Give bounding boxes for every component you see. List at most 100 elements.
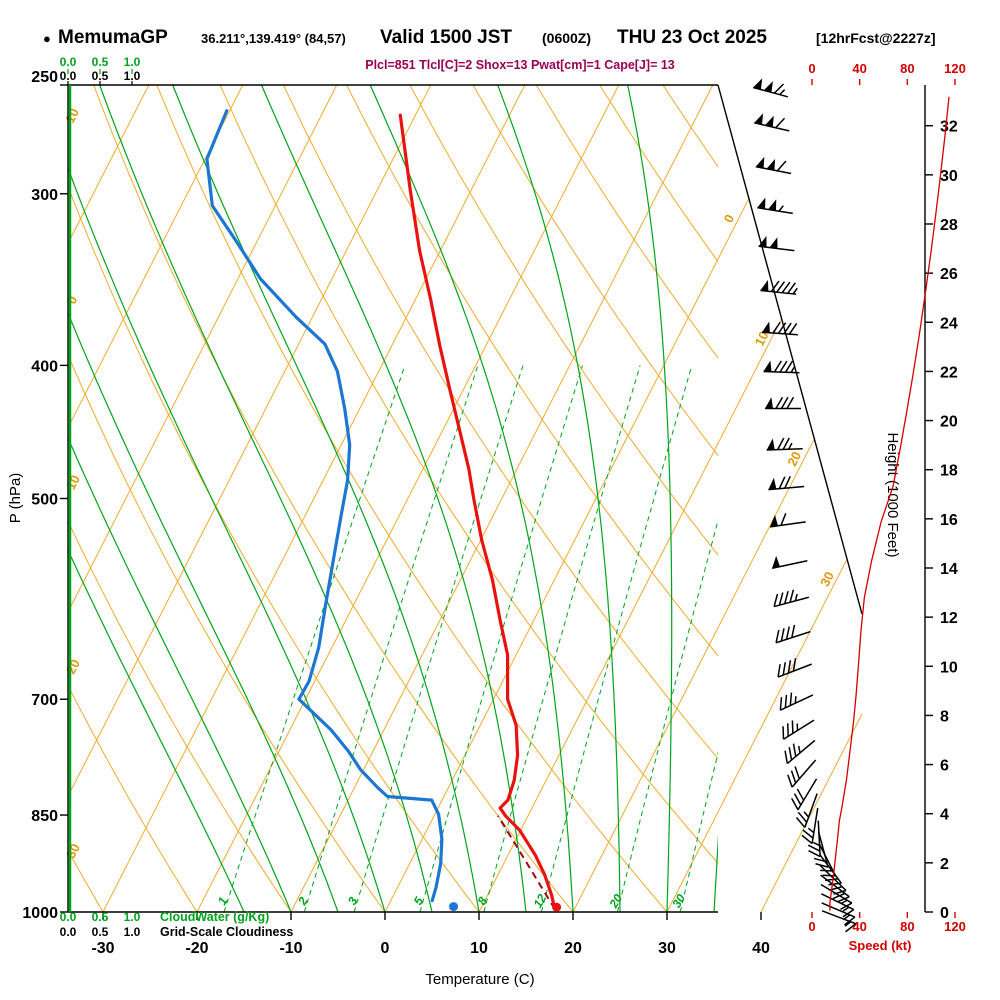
svg-text:0.0: 0.0 (60, 55, 77, 69)
svg-text:1: 1 (215, 894, 231, 907)
svg-text:26: 26 (940, 266, 958, 283)
svg-text:1.0: 1.0 (124, 55, 141, 69)
svg-text:0.5: 0.5 (92, 55, 109, 69)
parcel-path-line (497, 815, 556, 910)
svg-text:32: 32 (940, 119, 958, 136)
svg-text:30: 30 (817, 569, 837, 589)
svg-text:0.5: 0.5 (92, 925, 109, 939)
svg-text:10: 10 (940, 659, 958, 676)
svg-text:12: 12 (940, 610, 958, 627)
svg-text:0.0: 0.0 (60, 910, 77, 924)
svg-text:22: 22 (940, 364, 958, 381)
svg-text:Temperature (C): Temperature (C) (425, 971, 534, 988)
surface-dew-dot (449, 902, 459, 912)
svg-text:850: 850 (31, 808, 58, 825)
svg-text:0.0: 0.0 (60, 69, 77, 83)
svg-text:P (hPa): P (hPa) (7, 473, 24, 524)
cloud-scales: 0.00.00.00.00.50.50.50.51.01.01.01.0Clou… (60, 55, 294, 939)
station-marker-icon: ● (43, 31, 51, 46)
plot-border (67, 84, 863, 913)
svg-text:8: 8 (940, 708, 949, 725)
svg-text:-10: -10 (61, 472, 83, 496)
svg-text:20: 20 (606, 891, 625, 911)
temperature-axis: -30 -20 -10 0 10 20 30 40 Temperature (C) (91, 912, 770, 988)
speed-profile-line (829, 96, 950, 911)
svg-text:24: 24 (940, 315, 958, 332)
surface-dots (449, 902, 562, 912)
station-name: MemumaGP (58, 27, 168, 48)
svg-text:0: 0 (940, 905, 949, 922)
svg-text:Height (1000 Feet): Height (1000 Feet) (884, 432, 901, 557)
svg-text:20: 20 (784, 449, 804, 469)
svg-text:16: 16 (940, 512, 958, 529)
svg-text:500: 500 (31, 492, 58, 509)
svg-text:6: 6 (940, 758, 949, 775)
svg-text:1.0: 1.0 (124, 69, 141, 83)
svg-text:1000: 1000 (22, 905, 58, 922)
svg-text:0.5: 0.5 (92, 69, 109, 83)
svg-text:10: 10 (470, 940, 488, 957)
svg-text:80: 80 (900, 61, 914, 76)
svg-text:3: 3 (345, 894, 361, 907)
svg-text:-20: -20 (185, 940, 208, 957)
svg-text:Speed (kt): Speed (kt) (849, 938, 912, 953)
valid-date: THU 23 Oct 2025 (617, 27, 767, 48)
svg-text:8: 8 (475, 894, 491, 907)
svg-text:2: 2 (295, 894, 311, 908)
svg-text:0: 0 (721, 212, 738, 225)
svg-text:4: 4 (940, 807, 949, 824)
svg-text:-10: -10 (279, 940, 302, 957)
svg-text:30: 30 (658, 940, 676, 957)
svg-text:80: 80 (900, 919, 914, 934)
mixing-ratio-lines (223, 365, 718, 912)
svg-text:0.0: 0.0 (60, 925, 77, 939)
dewpoint-profile-line (205, 109, 444, 903)
svg-text:250: 250 (31, 69, 58, 86)
wind-barbs (752, 78, 857, 933)
moist-adiabats (68, 85, 718, 912)
svg-text:30: 30 (940, 168, 958, 185)
valid-utc: (0600Z) (542, 30, 592, 46)
surface-temp-dot (552, 902, 562, 912)
svg-text:10: 10 (62, 106, 82, 126)
svg-text:0: 0 (381, 940, 390, 957)
svg-text:0.5: 0.5 (92, 910, 109, 924)
svg-text:400: 400 (31, 358, 58, 375)
svg-text:30: 30 (669, 891, 688, 910)
svg-text:20: 20 (940, 414, 958, 431)
svg-text:12: 12 (531, 891, 550, 910)
svg-text:14: 14 (940, 561, 958, 578)
svg-text:1.0: 1.0 (124, 925, 141, 939)
svg-text:0: 0 (808, 61, 815, 76)
svg-text:Grid-Scale Cloudiness: Grid-Scale Cloudiness (160, 925, 293, 939)
station-coords: 36.211°,139.419° (84,57) (201, 31, 346, 46)
svg-text:-30: -30 (61, 841, 83, 865)
svg-text:40: 40 (852, 61, 866, 76)
svg-text:1.0: 1.0 (124, 910, 141, 924)
svg-text:CloudWater (g/Kg): CloudWater (g/Kg) (160, 910, 269, 924)
svg-text:120: 120 (944, 919, 966, 934)
svg-text:700: 700 (31, 692, 58, 709)
svg-text:20: 20 (564, 940, 582, 957)
isotherm-edge-labels: 10 0 -10 -20 -30 0 10 20 30 (61, 106, 837, 865)
stability-params-line: Plcl=851 Tlcl[C]=2 Shox=13 Pwat[cm]=1 Ca… (365, 58, 675, 72)
svg-text:0: 0 (64, 293, 81, 306)
svg-text:-20: -20 (61, 657, 83, 681)
svg-text:28: 28 (940, 217, 958, 234)
temperature-profile-line (398, 113, 557, 911)
svg-text:-30: -30 (91, 940, 114, 957)
isotherms (68, 85, 862, 912)
pressure-axis: 250 300 400 500 700 850 1000 P (hPa) (7, 69, 68, 922)
svg-text:120: 120 (944, 61, 966, 76)
svg-text:18: 18 (940, 463, 958, 480)
svg-text:2: 2 (940, 856, 949, 873)
speed-axis: 0 0 40 40 80 80 120 120 Speed (kt) (808, 61, 965, 953)
svg-text:5: 5 (411, 894, 427, 907)
svg-text:40: 40 (852, 919, 866, 934)
valid-time: Valid 1500 JST (380, 27, 513, 48)
svg-text:40: 40 (752, 940, 770, 957)
forecast-info: [12hrFcst@2227z] (816, 30, 936, 46)
svg-text:10: 10 (752, 329, 772, 349)
